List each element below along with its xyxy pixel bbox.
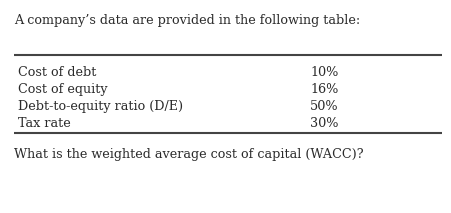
Text: A company’s data are provided in the following table:: A company’s data are provided in the fol… [14, 14, 359, 27]
Text: Debt-to-equity ratio (D/E): Debt-to-equity ratio (D/E) [18, 100, 183, 113]
Text: Cost of equity: Cost of equity [18, 83, 107, 96]
Text: 30%: 30% [309, 117, 338, 130]
Text: Tax rate: Tax rate [18, 117, 71, 130]
Text: What is the weighted average cost of capital (WACC)?: What is the weighted average cost of cap… [14, 148, 363, 161]
Text: 16%: 16% [309, 83, 338, 96]
Text: 50%: 50% [309, 100, 338, 113]
Text: 10%: 10% [309, 66, 338, 79]
Text: Cost of debt: Cost of debt [18, 66, 96, 79]
